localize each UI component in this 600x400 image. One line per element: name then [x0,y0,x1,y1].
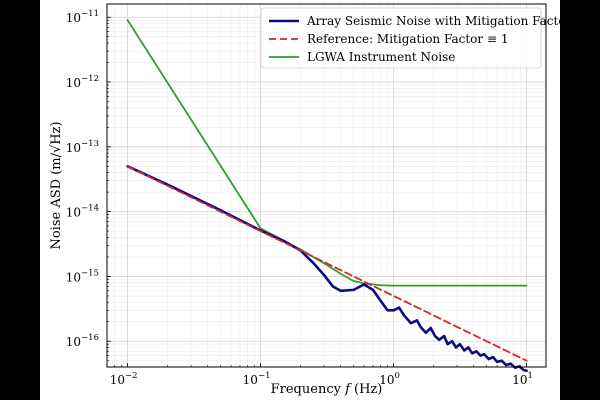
x-tick-base: 10 [110,373,125,387]
y-tick-label: 10−12 [66,74,99,90]
x-tick-exponent: 1 [527,371,532,381]
y-tick-exponent: −14 [81,204,99,214]
noise-asd-chart: 10−2 10−1 100 10110−1610−1510−1410−1310−121… [49,3,560,397]
major-grid [107,4,546,367]
figure-canvas: 10−2 10−1 100 101 10−16 10−15 10−14 10−13 10−12 1… [40,0,560,400]
x-tick-base: 10 [512,373,527,387]
y-tick-exponent: −13 [81,139,99,149]
x-axis-label-prefix: Frequency [271,382,345,397]
series-layer [126,19,528,373]
y-tick-label: 10−15 [66,268,99,284]
y-tick-base: 10 [66,335,81,349]
x-tick-exponent: −1 [258,371,271,381]
y-tick-label: 10−11 [66,9,99,25]
legend: Array Seismic Noise with Mitigation Fact… [260,7,560,69]
x-axis-label-variable: f [344,382,352,397]
y-tick-label: 10−16 [66,333,99,349]
x-tick-label: 100 [379,371,400,387]
y-tick-exponent: −16 [81,333,99,343]
axis-ticks [107,16,527,367]
legend-label-0: Array Seismic Noise with Mitigation Fact… [306,14,560,28]
y-tick-exponent: −12 [81,74,99,84]
y-tick-exponent: −15 [81,268,99,278]
y-tick-base: 10 [66,206,81,220]
x-tick-label: 101 [512,371,533,387]
x-tick-label: 10−1 [243,371,271,387]
x-tick-base: 10 [243,373,258,387]
y-tick-exponent: −11 [81,9,99,19]
x-tick-exponent: −2 [125,371,138,381]
legend-label-1: Reference: Mitigation Factor ≡ 1 [307,32,508,46]
x-tick-label: 10−2 [110,371,138,387]
y-tick-base: 10 [66,270,81,284]
tick-labels: 10−2 10−1 100 10110−1610−1510−1410−1310−121… [66,9,533,387]
legend-label-2: LGWA Instrument Noise [307,50,455,64]
legend-box [260,7,542,69]
x-tick-exponent: 0 [395,371,400,381]
y-tick-label: 10−14 [66,204,99,220]
y-tick-base: 10 [66,141,81,155]
y-tick-base: 10 [66,76,81,90]
y-tick-base: 10 [66,11,81,25]
y-axis-label: Noise ASD (m/√Hz) [49,121,64,249]
y-tick-label: 10−13 [66,139,99,155]
x-axis-label: Frequency f (Hz) [271,382,383,397]
x-tick-base: 10 [379,373,394,387]
x-axis-label-suffix: (Hz) [350,382,382,397]
series-line-1 [126,165,528,362]
plot-frame [106,3,547,368]
series-line-0 [126,165,528,373]
